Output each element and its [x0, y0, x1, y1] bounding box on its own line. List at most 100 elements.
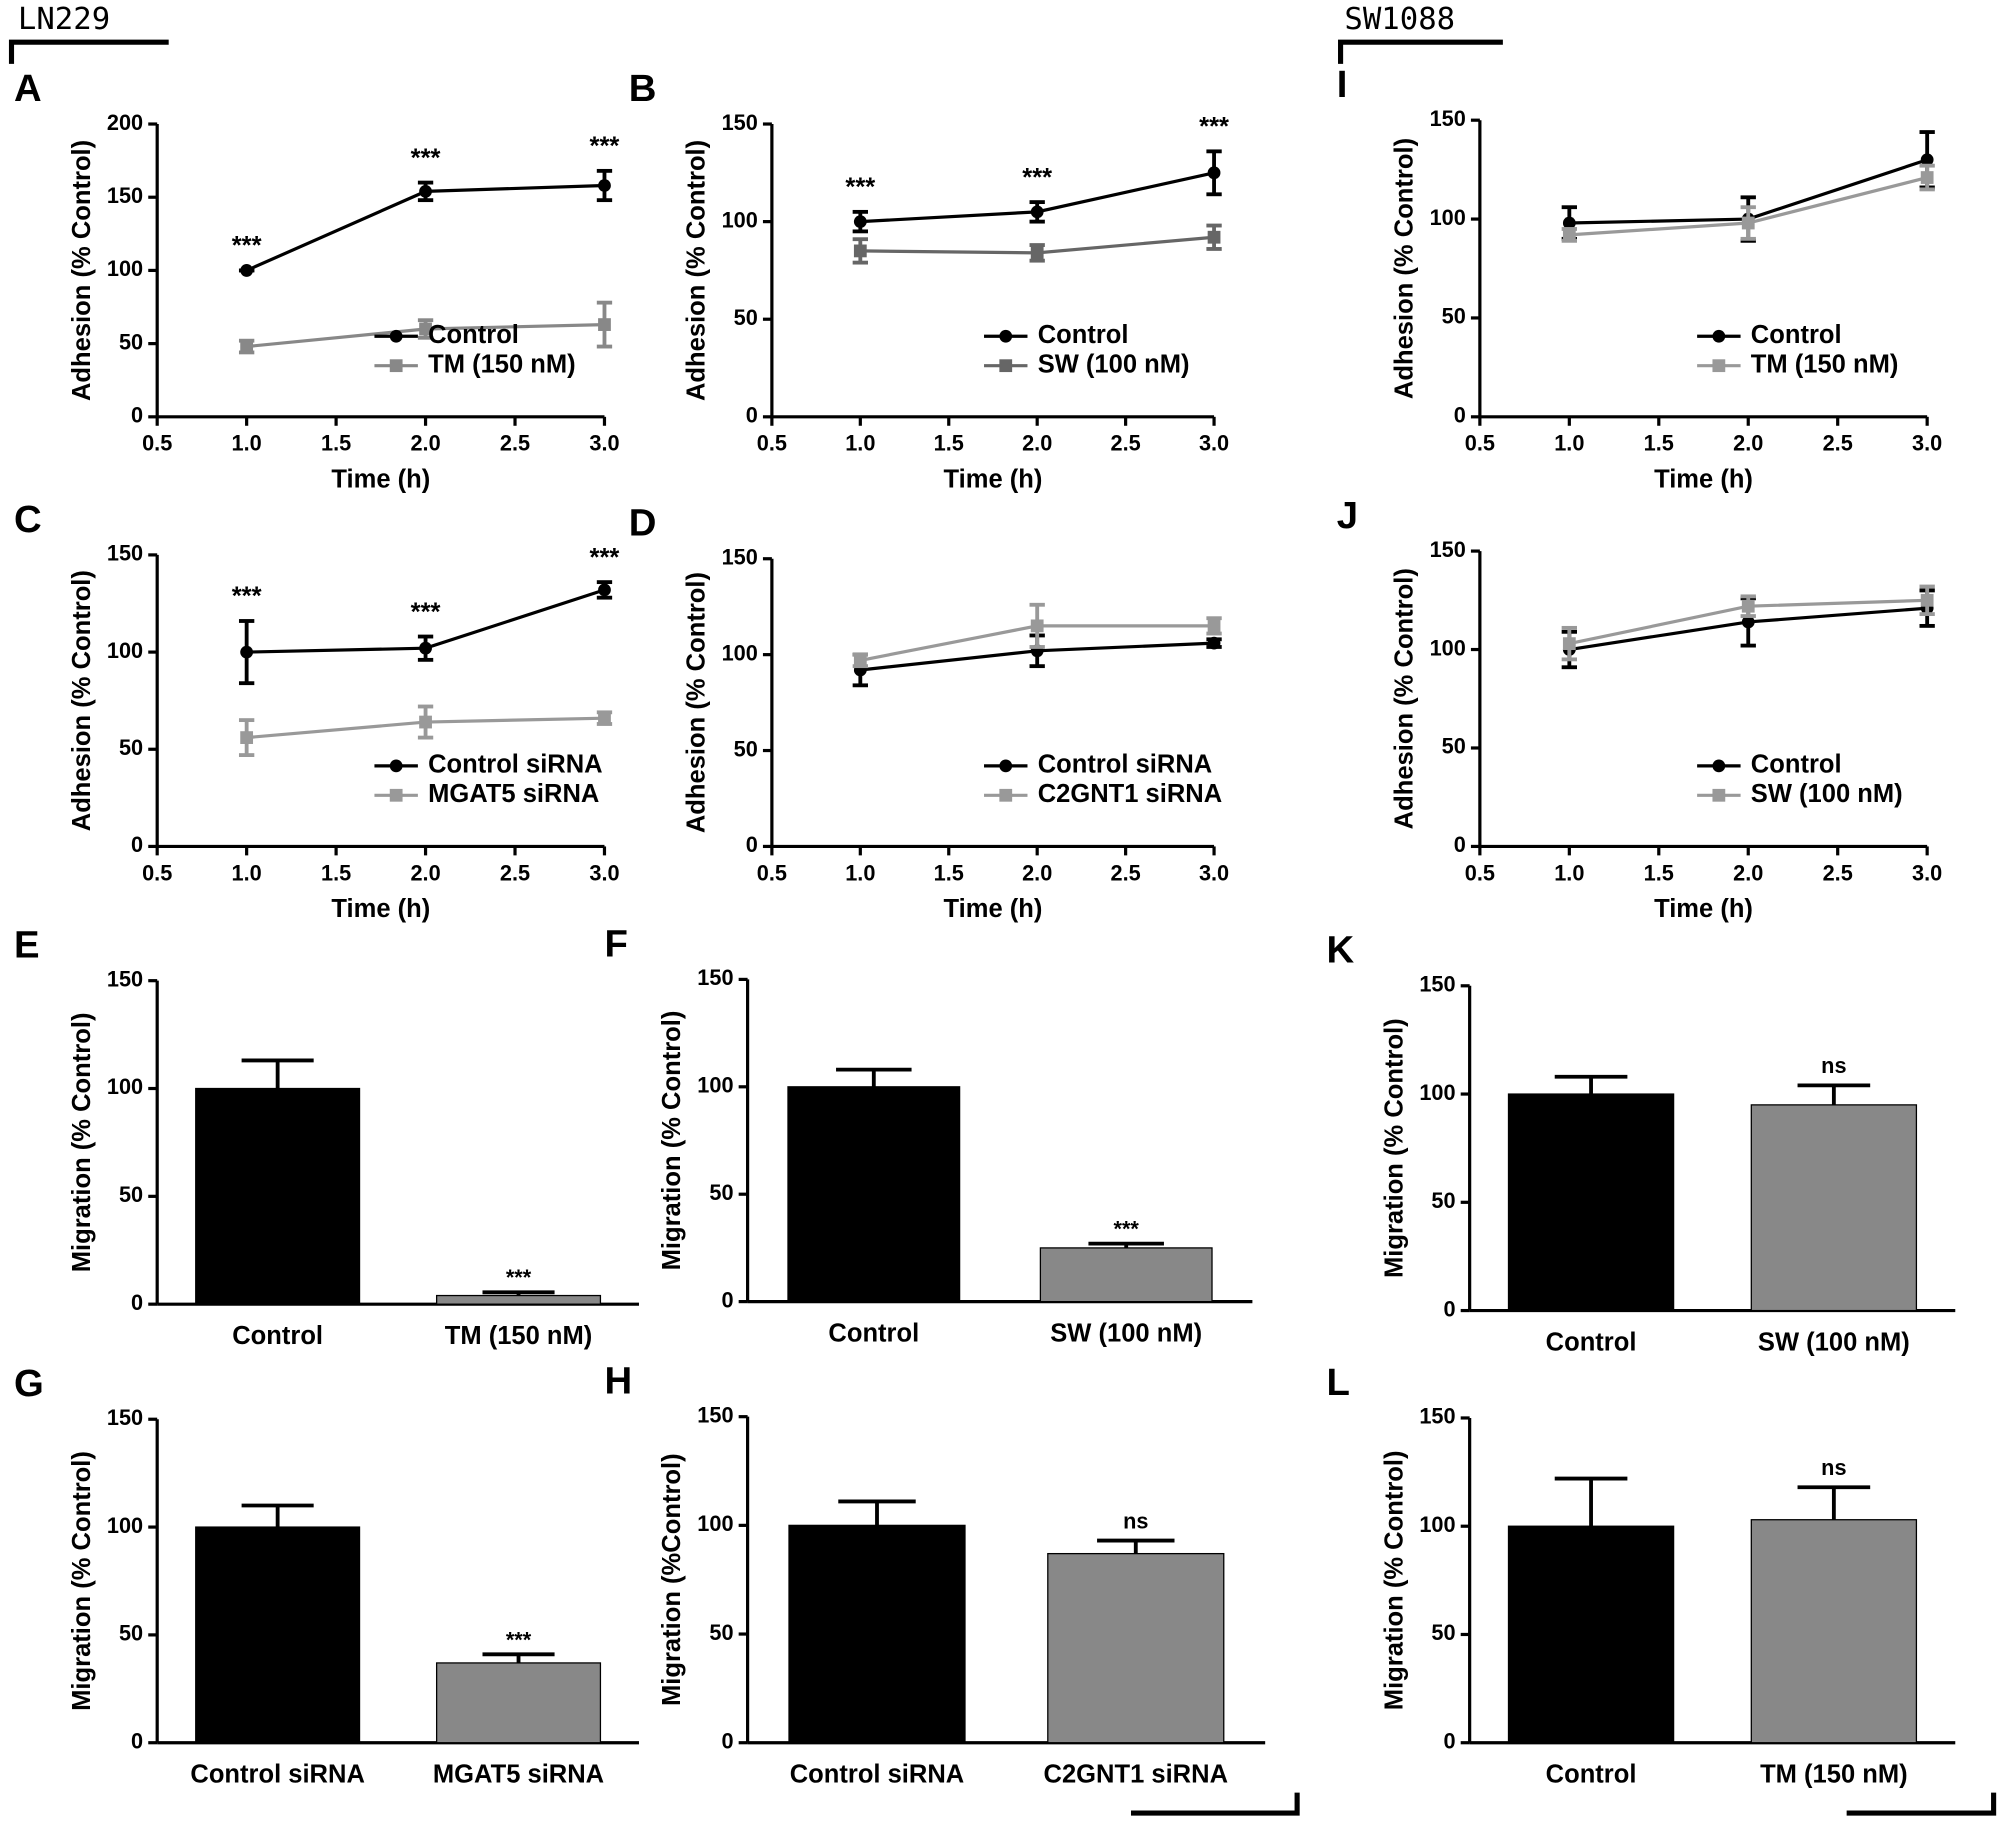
bracket: [1846, 1792, 1997, 1816]
y-tick-label: 50: [709, 1180, 733, 1205]
significance: ***: [506, 1627, 532, 1652]
x-tick-label: MGAT5 siRNA: [433, 1761, 604, 1789]
y-axis-label: Adhesion (% Control): [1391, 138, 1419, 399]
y-tick-label: 100: [1419, 1512, 1455, 1537]
x-tick-label: 2.5: [1823, 860, 1853, 885]
panel-letter: J: [1337, 494, 1358, 537]
marker: [853, 215, 867, 229]
y-tick-label: 0: [131, 403, 143, 428]
significance: ns: [1821, 1053, 1846, 1078]
legend-label: Control: [1751, 321, 1842, 349]
marker: [1920, 153, 1934, 167]
legend-marker: [999, 359, 1013, 373]
legend-marker: [1712, 359, 1726, 373]
y-axis-label: Migration (% Control): [68, 1451, 96, 1711]
y-axis-label: Migration (% Control): [1380, 1018, 1408, 1278]
group-label: LN229: [18, 2, 110, 37]
legend-label: C2GNT1 siRNA: [1038, 780, 1223, 808]
x-tick-label: 1.5: [934, 431, 964, 456]
x-tick-label: TM (150 nM): [445, 1322, 593, 1350]
x-tick-label: C2GNT1 siRNA: [1044, 1761, 1229, 1789]
y-axis-label: Adhesion (% Control): [68, 140, 96, 401]
panel-letter: C: [14, 498, 42, 541]
x-tick-label: 0.5: [142, 860, 172, 885]
significance: ***: [411, 144, 441, 172]
y-tick-label: 150: [107, 183, 143, 208]
x-tick-label: Control: [1546, 1761, 1637, 1789]
legend-label: Control: [1751, 751, 1842, 779]
y-tick-label: 50: [734, 736, 758, 761]
y-tick-label: 0: [131, 832, 143, 857]
y-tick-label: 100: [697, 1511, 733, 1536]
x-tick-label: 1.0: [232, 431, 262, 456]
y-axis-label: Migration (% Control): [1380, 1450, 1408, 1710]
panel-letter: E: [14, 924, 40, 967]
y-axis-label: Migration (% Control): [68, 1013, 96, 1273]
marker: [853, 244, 867, 258]
significance: ***: [232, 583, 262, 611]
marker: [1741, 599, 1755, 613]
x-tick-label: 1.5: [934, 860, 964, 885]
marker: [598, 711, 611, 725]
bar: [1750, 1104, 1918, 1312]
y-tick-label: 0: [1444, 1296, 1456, 1321]
x-tick-label: TM (150 nM): [1760, 1761, 1908, 1789]
marker: [1207, 619, 1221, 633]
x-tick-label: 2.0: [1733, 860, 1763, 885]
bar: [1507, 1525, 1675, 1744]
y-tick-label: 100: [107, 1074, 143, 1099]
y-tick-label: 150: [722, 544, 758, 569]
bracket: [1338, 39, 1503, 64]
significance: ***: [845, 174, 875, 202]
marker: [1207, 166, 1221, 180]
marker: [419, 715, 432, 729]
legend-label: Control: [1038, 321, 1129, 349]
legend-marker: [1712, 329, 1726, 343]
marker: [419, 322, 432, 336]
y-tick-label: 150: [697, 965, 733, 990]
group-label: SW1088: [1344, 2, 1455, 37]
bracket: [8, 39, 169, 64]
x-axis-label: Time (h): [1654, 895, 1753, 923]
y-tick-label: 100: [697, 1073, 733, 1098]
legend-marker: [389, 359, 403, 373]
y-tick-label: 100: [107, 1513, 143, 1538]
x-tick-label: 3.0: [1912, 431, 1942, 456]
marker: [1741, 615, 1755, 629]
x-axis-label: Time (h): [1654, 465, 1753, 493]
y-tick-label: 150: [107, 966, 143, 991]
x-tick-label: SW (100 nM): [1050, 1320, 1202, 1348]
bar: [1047, 1552, 1225, 1744]
x-tick-label: 3.0: [589, 860, 619, 885]
bar: [435, 1662, 602, 1744]
legend-marker: [389, 759, 403, 773]
legend-label: SW (100 nM): [1038, 350, 1190, 378]
y-tick-label: 150: [107, 541, 143, 566]
panel-letter: A: [14, 67, 42, 110]
bar: [1750, 1519, 1918, 1744]
x-axis-label: Time (h): [331, 465, 430, 493]
legend-marker: [389, 788, 403, 802]
bar: [787, 1086, 961, 1303]
y-tick-label: 0: [746, 403, 758, 428]
significance: ns: [1123, 1508, 1148, 1533]
marker: [1030, 619, 1044, 633]
legend-marker: [1712, 788, 1726, 802]
panel-letter: D: [629, 502, 657, 545]
x-tick-label: 0.5: [757, 860, 787, 885]
x-axis-label: Time (h): [944, 895, 1043, 923]
marker: [1920, 171, 1934, 184]
y-tick-label: 100: [722, 640, 758, 665]
significance: ***: [1199, 113, 1229, 141]
y-tick-label: 200: [107, 110, 143, 135]
significance: ***: [590, 544, 620, 572]
x-tick-label: 0.5: [142, 431, 172, 456]
y-tick-label: 0: [746, 832, 758, 857]
y-tick-label: 150: [1419, 972, 1455, 997]
marker: [419, 641, 432, 655]
y-tick-label: 150: [722, 110, 758, 135]
x-tick-label: 1.5: [1644, 431, 1674, 456]
marker: [1741, 216, 1755, 230]
marker: [1920, 593, 1934, 607]
x-tick-label: Control siRNA: [190, 1761, 365, 1789]
